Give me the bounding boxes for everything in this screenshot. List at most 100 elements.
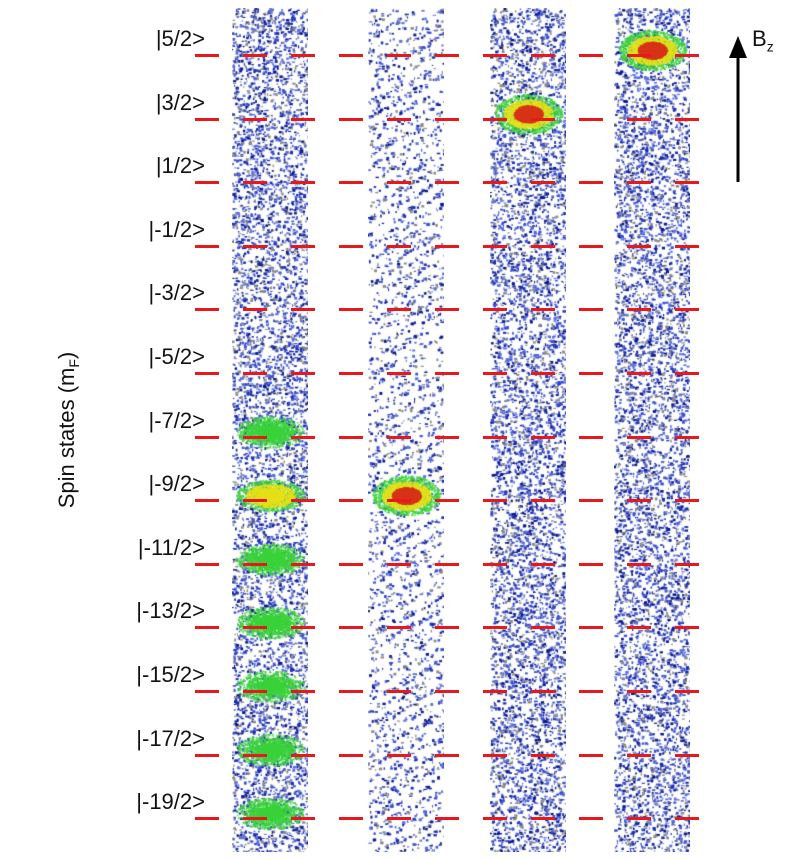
separator-dash [291, 372, 315, 375]
separator-dash [531, 690, 555, 693]
separator-dash [627, 181, 651, 185]
separator-dash [483, 817, 507, 821]
separator-dash [435, 435, 459, 439]
separator-dash [531, 308, 555, 312]
separator-dash [387, 308, 411, 312]
separator-dash [243, 690, 267, 693]
separator-dash [291, 499, 315, 503]
separator-dash [627, 435, 651, 439]
separator-dash [483, 690, 507, 693]
separator-dash [435, 244, 459, 248]
separator-dash [435, 54, 459, 57]
spin-state-label: |-15/2> [136, 662, 205, 687]
separator-dash [387, 626, 411, 630]
absorption-panel-4 [614, 8, 690, 852]
separator-dash [579, 562, 603, 566]
state-separator [195, 372, 700, 375]
separator-dash [483, 308, 507, 312]
separator-dash [435, 817, 459, 821]
separator-dash [531, 817, 555, 821]
separator-dash [483, 753, 507, 757]
separator-dash [483, 562, 507, 566]
spin-state-label: |-19/2> [136, 789, 205, 815]
state-separator [195, 626, 700, 630]
separator-dash [627, 690, 651, 693]
separator-dash [195, 690, 219, 693]
separator-dash [339, 244, 363, 248]
separator-dash [531, 753, 555, 757]
separator-dash [531, 499, 555, 503]
separator-dash [435, 562, 459, 566]
separator-dash [387, 372, 411, 375]
separator-dash [627, 499, 651, 503]
separator-dash [531, 435, 555, 439]
separator-dash [243, 117, 267, 121]
separator-dash [387, 817, 411, 821]
state-separator [195, 435, 700, 439]
separator-dash [675, 626, 699, 630]
separator-dash [675, 499, 699, 503]
separator-dash [339, 690, 363, 693]
separator-dash [387, 54, 411, 57]
separator-dash [195, 181, 219, 185]
separator-dash [531, 372, 555, 375]
state-separator [195, 117, 700, 121]
separator-dash [387, 435, 411, 439]
separator-dash [531, 562, 555, 566]
spin-state-label: |-9/2> [148, 471, 205, 497]
separator-dash [339, 626, 363, 630]
separator-dash [339, 117, 363, 121]
separator-dash [387, 499, 411, 503]
separator-dash [675, 753, 699, 757]
field-arrow-icon [729, 36, 747, 58]
separator-dash [387, 117, 411, 121]
separator-dash [675, 181, 699, 185]
separator-dash [291, 690, 315, 693]
separator-dash [195, 54, 219, 57]
separator-dash [675, 244, 699, 248]
spin-state-label: |1/2> [155, 153, 205, 179]
separator-dash [579, 435, 603, 439]
separator-dash [195, 626, 219, 630]
separator-dash [579, 308, 603, 312]
spin-state-label: |-1/2> [148, 216, 205, 242]
absorption-panel-1 [232, 8, 308, 852]
separator-dash [483, 117, 507, 121]
separator-dash [195, 308, 219, 312]
separator-dash [243, 499, 267, 503]
separator-dash [675, 117, 699, 121]
separator-dash [387, 690, 411, 693]
state-separator [195, 690, 700, 693]
separator-dash [579, 372, 603, 375]
separator-dash [579, 181, 603, 185]
separator-dash [195, 817, 219, 821]
separator-dash [195, 562, 219, 566]
separator-dash [627, 562, 651, 566]
state-separator [195, 181, 700, 185]
separator-dash [675, 817, 699, 821]
separator-dash [435, 626, 459, 630]
separator-dash [243, 372, 267, 375]
separator-dash [579, 244, 603, 248]
separator-dash [627, 753, 651, 757]
separator-dash [627, 626, 651, 630]
separator-dash [339, 181, 363, 185]
separator-dash [531, 244, 555, 248]
separator-dash [627, 244, 651, 248]
separator-dash [387, 562, 411, 566]
separator-dash [291, 753, 315, 757]
separator-dash [291, 562, 315, 566]
spin-state-label: |3/2> [155, 89, 205, 115]
separator-dash [675, 562, 699, 566]
separator-dash [243, 181, 267, 185]
separator-dash [243, 435, 267, 439]
separator-dash [387, 181, 411, 185]
separator-dash [195, 244, 219, 248]
separator-dash [291, 54, 315, 57]
separator-dash [339, 54, 363, 57]
separator-dash [531, 117, 555, 121]
state-separator [195, 817, 700, 821]
separator-dash [195, 435, 219, 439]
separator-dash [243, 817, 267, 821]
separator-dash [531, 54, 555, 57]
